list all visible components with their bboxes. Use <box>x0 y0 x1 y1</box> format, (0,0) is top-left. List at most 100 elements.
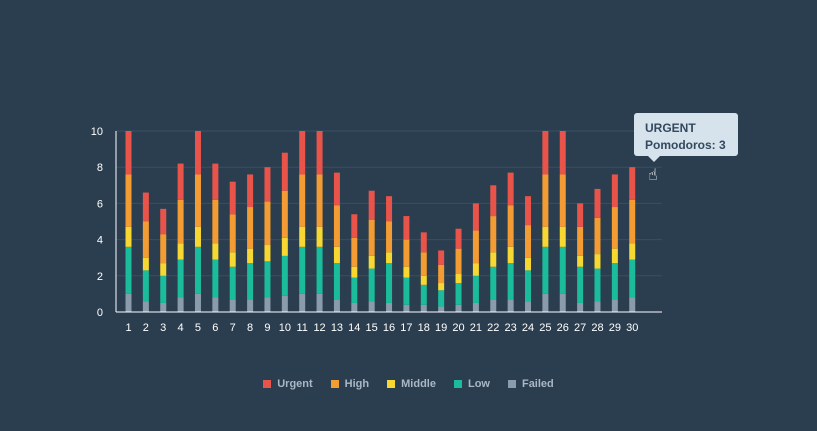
bar-group-1[interactable] <box>125 131 132 312</box>
bar-failed-2[interactable] <box>142 301 149 312</box>
bar-low-14[interactable] <box>351 277 358 303</box>
bar-high-11[interactable] <box>299 174 306 227</box>
bar-low-7[interactable] <box>229 266 236 300</box>
bar-urgent-28[interactable] <box>594 188 601 218</box>
bar-group-30[interactable] <box>629 167 636 312</box>
bar-failed-8[interactable] <box>247 299 254 312</box>
bar-middle-29[interactable] <box>611 248 618 264</box>
bar-group-9[interactable] <box>264 167 271 312</box>
bar-group-10[interactable] <box>281 152 288 312</box>
bar-group-7[interactable] <box>229 181 236 312</box>
bar-group-5[interactable] <box>194 131 201 312</box>
bar-middle-28[interactable] <box>594 254 601 269</box>
bar-high-8[interactable] <box>247 207 254 249</box>
bar-low-25[interactable] <box>542 246 549 294</box>
bar-middle-8[interactable] <box>247 248 254 264</box>
bar-failed-25[interactable] <box>542 293 549 312</box>
legend-item-failed[interactable]: Failed <box>507 378 554 390</box>
legend-item-low[interactable]: Low <box>453 378 490 390</box>
bar-middle-11[interactable] <box>299 226 306 247</box>
bar-low-15[interactable] <box>368 268 375 302</box>
bar-high-12[interactable] <box>316 174 323 227</box>
bar-high-25[interactable] <box>542 174 549 227</box>
bar-middle-7[interactable] <box>229 252 236 267</box>
bar-middle-16[interactable] <box>386 252 393 264</box>
bar-urgent-12[interactable] <box>316 131 323 175</box>
bar-high-20[interactable] <box>455 248 462 274</box>
bar-middle-6[interactable] <box>212 243 219 260</box>
bar-failed-9[interactable] <box>264 297 271 312</box>
bar-middle-27[interactable] <box>577 255 584 267</box>
bar-urgent-9[interactable] <box>264 167 271 202</box>
bar-middle-30[interactable] <box>629 243 636 260</box>
bar-high-3[interactable] <box>160 234 167 264</box>
legend-item-high[interactable]: High <box>330 378 369 390</box>
bar-failed-29[interactable] <box>611 299 618 312</box>
bar-urgent-20[interactable] <box>455 228 462 249</box>
bar-urgent-29[interactable] <box>611 174 618 208</box>
bar-middle-22[interactable] <box>490 252 497 267</box>
bar-group-21[interactable] <box>472 203 479 312</box>
legend-item-urgent[interactable]: Urgent <box>263 378 313 390</box>
bar-middle-1[interactable] <box>125 226 132 247</box>
bar-urgent-2[interactable] <box>142 192 149 222</box>
bar-failed-26[interactable] <box>559 293 566 312</box>
bar-middle-12[interactable] <box>316 226 323 247</box>
legend-item-middle[interactable]: Middle <box>387 378 436 390</box>
bar-group-6[interactable] <box>212 163 219 312</box>
bar-middle-13[interactable] <box>333 246 340 264</box>
bar-group-26[interactable] <box>559 131 566 312</box>
bar-urgent-8[interactable] <box>247 174 254 208</box>
bar-urgent-17[interactable] <box>403 216 410 240</box>
bar-low-11[interactable] <box>299 246 306 294</box>
bar-failed-6[interactable] <box>212 297 219 312</box>
bar-group-15[interactable] <box>368 190 375 312</box>
bar-group-18[interactable] <box>420 232 427 312</box>
bar-failed-19[interactable] <box>438 306 445 312</box>
bar-failed-24[interactable] <box>525 301 532 312</box>
bar-urgent-6[interactable] <box>212 163 219 200</box>
bar-urgent-3[interactable] <box>160 208 167 235</box>
bar-middle-23[interactable] <box>507 246 514 264</box>
bar-low-22[interactable] <box>490 266 497 300</box>
bar-urgent-30[interactable] <box>629 167 636 200</box>
bar-middle-25[interactable] <box>542 226 549 247</box>
bar-high-30[interactable] <box>629 199 636 244</box>
bar-middle-2[interactable] <box>142 257 149 271</box>
bar-middle-4[interactable] <box>177 243 184 260</box>
bar-high-2[interactable] <box>142 221 149 258</box>
bar-middle-3[interactable] <box>160 263 167 276</box>
bar-middle-18[interactable] <box>420 275 427 285</box>
bar-high-18[interactable] <box>420 252 427 276</box>
bar-group-19[interactable] <box>438 250 445 312</box>
bar-high-19[interactable] <box>438 264 445 284</box>
bar-urgent-1[interactable] <box>125 131 132 175</box>
bar-low-26[interactable] <box>559 246 566 294</box>
bar-group-22[interactable] <box>490 185 497 312</box>
bar-low-17[interactable] <box>403 277 410 305</box>
bar-failed-21[interactable] <box>472 302 479 312</box>
bar-urgent-23[interactable] <box>507 172 514 206</box>
bar-urgent-4[interactable] <box>177 163 184 200</box>
bar-high-15[interactable] <box>368 219 375 256</box>
bar-failed-11[interactable] <box>299 293 306 312</box>
bar-urgent-5[interactable] <box>194 131 201 175</box>
bar-urgent-25[interactable] <box>542 131 549 175</box>
bar-high-22[interactable] <box>490 216 497 253</box>
bar-failed-27[interactable] <box>577 302 584 312</box>
bar-low-28[interactable] <box>594 268 601 302</box>
bar-high-13[interactable] <box>333 205 340 247</box>
bar-low-10[interactable] <box>281 255 288 296</box>
bar-failed-23[interactable] <box>507 299 514 312</box>
bar-low-8[interactable] <box>247 263 254 300</box>
bar-high-21[interactable] <box>472 230 479 264</box>
bar-failed-7[interactable] <box>229 299 236 312</box>
bar-middle-24[interactable] <box>525 257 532 271</box>
bar-middle-5[interactable] <box>194 226 201 247</box>
bar-low-12[interactable] <box>316 246 323 294</box>
bar-low-23[interactable] <box>507 263 514 300</box>
bar-group-29[interactable] <box>611 174 618 312</box>
bar-low-30[interactable] <box>629 259 636 298</box>
bar-failed-13[interactable] <box>333 299 340 312</box>
bar-urgent-21[interactable] <box>472 203 479 231</box>
